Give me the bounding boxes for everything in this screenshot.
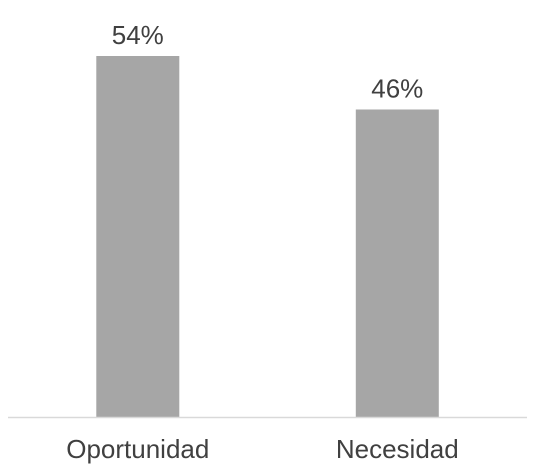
- bar-necesidad: [355, 109, 439, 417]
- data-label-oportunidad: 54%: [112, 20, 164, 50]
- x-tick-label-necesidad: Necesidad: [336, 434, 459, 464]
- bar-oportunidad: [96, 56, 180, 417]
- data-label-necesidad: 46%: [371, 74, 423, 104]
- x-tick-label-oportunidad: Oportunidad: [66, 434, 209, 464]
